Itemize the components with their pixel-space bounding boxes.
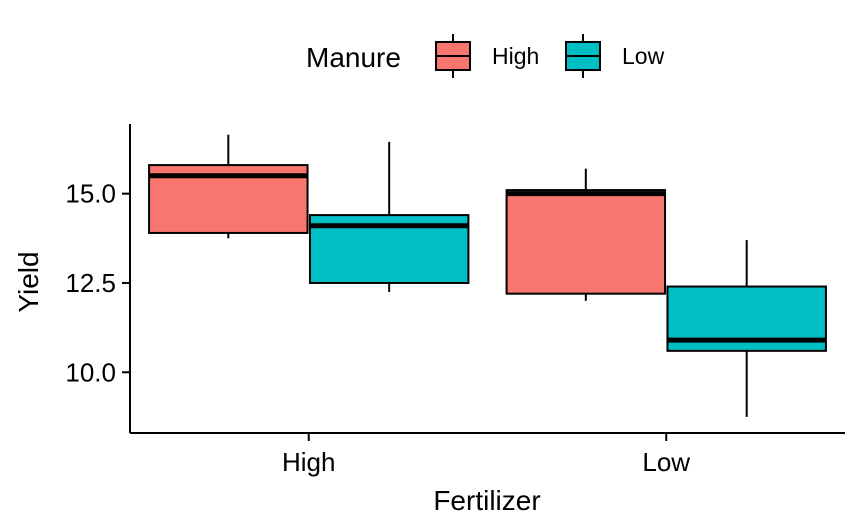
box-low-high xyxy=(308,141,470,292)
x-axis-ticks: High Low xyxy=(282,433,690,477)
legend: Manure High Low xyxy=(306,34,665,78)
legend-label: Low xyxy=(622,43,665,69)
y-tick-label: 12.5 xyxy=(65,268,116,298)
legend-entry-high: High xyxy=(435,34,539,78)
plot-area xyxy=(148,134,827,417)
legend-label: High xyxy=(492,43,539,69)
y-axis-title: Yield xyxy=(13,251,44,312)
x-tick-label: High xyxy=(282,447,335,477)
box-low-low xyxy=(666,240,827,417)
x-axis-title: Fertilizer xyxy=(433,485,540,516)
y-tick-label: 15.0 xyxy=(65,179,116,209)
y-axis-ticks: 10.0 12.5 15.0 xyxy=(65,179,130,387)
y-tick-label: 10.0 xyxy=(65,357,116,387)
box-iqr xyxy=(505,189,667,295)
box-high-low xyxy=(505,168,667,301)
legend-entry-low: Low xyxy=(565,34,665,78)
x-tick-label: Low xyxy=(642,447,690,477)
legend-title: Manure xyxy=(306,42,401,73)
box-high-high xyxy=(148,134,309,239)
